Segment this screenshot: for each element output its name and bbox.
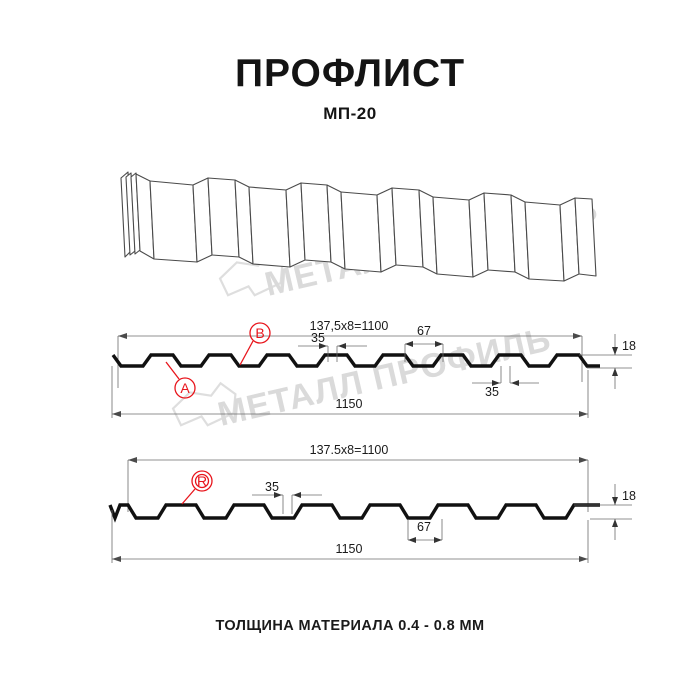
profile-a-dim-18-label: 18	[622, 339, 636, 353]
callout-a: A	[165, 361, 196, 399]
profile-section-a: 137,5x8=1100 35	[111, 319, 636, 418]
profile-r-outline	[108, 503, 600, 523]
profile-a-dim-35-label-2: 35	[485, 385, 499, 399]
watermark-lower: МЕТАЛЛ ПРОФИЛЬ	[171, 320, 555, 434]
profile-r-top-dimension-label: 137.5x8=1100	[310, 443, 389, 457]
profile-a-height-dimension-18: 18	[579, 334, 636, 389]
profile-a-dim-67-label: 67	[417, 324, 431, 338]
callout-r: R	[181, 470, 213, 505]
profile-a-flat-dimension-67: 67	[404, 324, 444, 362]
profile-r-height-dimension-18: 18	[574, 484, 636, 540]
profile-a-dim-35-label: 35	[311, 331, 325, 345]
profile-r-bottom-dimension-line: 1150	[111, 510, 589, 563]
profile-section-r: 137.5x8=1100 35 67	[108, 443, 636, 563]
profile-a-top-dimension-label: 137,5x8=1100	[310, 319, 389, 333]
callout-r-label: R	[197, 473, 207, 489]
metall-profil-logo-icon	[218, 251, 284, 297]
profile-a-pitch-dimension-35-bottom: 35	[472, 366, 539, 399]
profile-r-dim-18-label: 18	[622, 489, 636, 503]
profile-a-outline	[111, 353, 600, 368]
callout-b: B	[239, 322, 271, 366]
callout-a-label: A	[180, 380, 190, 396]
title-block: ПРОФЛИСТ МП-20	[0, 52, 700, 124]
watermark-text-2: МЕТАЛЛ ПРОФИЛЬ	[214, 320, 554, 434]
profile-r-pitch-dimension-35: 35	[252, 480, 322, 514]
profile-r-dim-35-label: 35	[265, 480, 279, 494]
metall-profil-logo-icon-2	[171, 381, 237, 427]
material-thickness-note: ТОЛЩИНА МАТЕРИАЛА 0.4 - 0.8 ММ	[215, 618, 485, 634]
profiled-sheet-3d	[120, 171, 597, 282]
profile-r-dim-67-label: 67	[417, 520, 431, 534]
callout-b-label: B	[255, 325, 264, 341]
profile-a-pitch-dimension-35-top: 35	[298, 331, 367, 362]
model-designation: МП-20	[323, 104, 377, 123]
profile-r-bottom-dimension-label: 1150	[336, 542, 363, 556]
profile-a-bottom-dimension-line: 1150	[111, 366, 589, 418]
profile-r-flat-dimension-67: 67	[407, 519, 443, 543]
profile-a-bottom-dimension-label: 1150	[336, 397, 363, 411]
page-title: ПРОФЛИСТ	[234, 52, 466, 95]
